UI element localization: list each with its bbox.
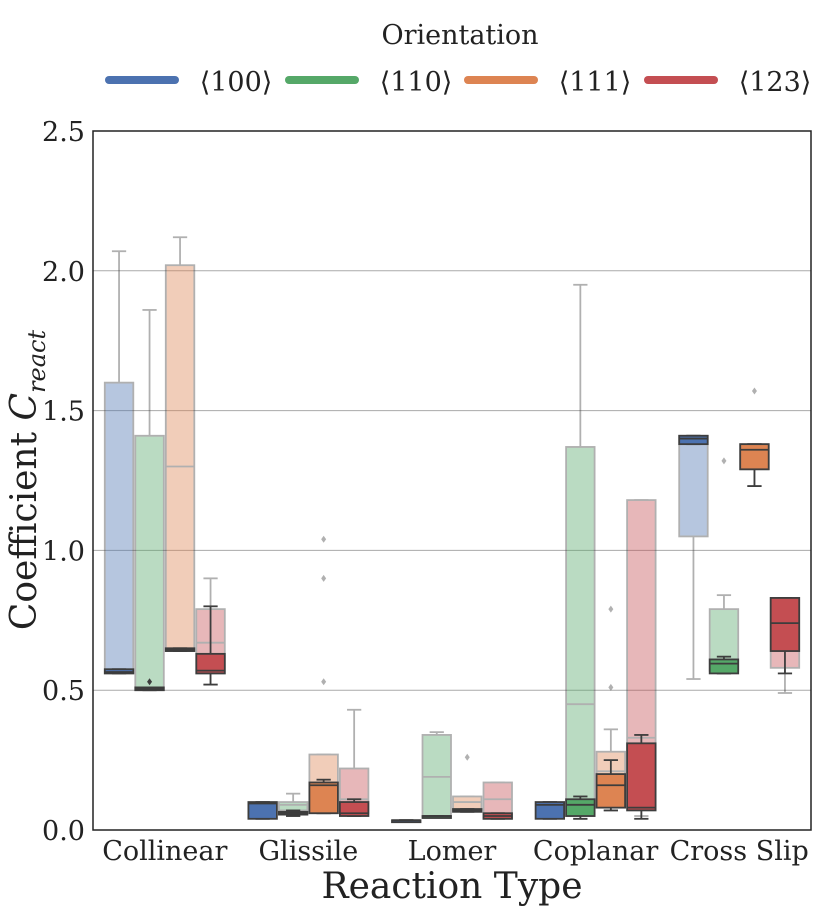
y-tick-label-4: 2.0 (42, 257, 85, 288)
legend-title: Orientation (381, 20, 538, 51)
box-123-collinear-solid (195, 605, 226, 686)
box-110-lomer-solid (421, 815, 452, 819)
plot-frame (92, 130, 812, 831)
box-123-collinear-solid-body (195, 652, 226, 675)
box-110-lomer-faded-body (421, 734, 452, 817)
box-111-glissile-solid-body (308, 781, 339, 815)
box-111-glissile-faded-outlier-2 (321, 535, 327, 543)
box-111-coplanar-solid-body (595, 773, 626, 809)
x-tick-label-glissile: Glissile (258, 836, 358, 867)
y-axis: 0.0 0.5 1.0 1.5 2.0 2.5 (42, 117, 85, 847)
box-100-collinear-solid (103, 668, 135, 675)
box-111-glissile-faded-outlier-1 (321, 574, 327, 582)
y-tick-label-2: 1.0 (42, 536, 85, 567)
x-tick-label-cross-slip: Cross Slip (670, 836, 809, 867)
box-123-glissile-faded (338, 708, 370, 815)
box-100-cross-slip-faded-body (678, 434, 709, 538)
box-111-coplanar-faded-outlier-0 (608, 683, 614, 691)
box-123-glissile-solid (338, 798, 370, 817)
box-111-cross-slip-faded-outlier-0 (751, 387, 757, 395)
legend-label-3: ⟨123⟩ (739, 67, 812, 98)
box-123-coplanar-solid-body (626, 742, 657, 812)
box-111-glissile-faded-outlier-0 (321, 678, 327, 686)
box-110-coplanar-solid (565, 795, 596, 820)
y-axis-label-symbol: C (4, 393, 45, 421)
box-111-coplanar-faded-outlier-1 (608, 605, 614, 613)
x-tick-label-lomer: Lomer (408, 836, 497, 867)
y-tick-label-5: 2.5 (42, 117, 85, 148)
boxes (103, 236, 801, 824)
box-100-collinear-faded-body (103, 381, 135, 675)
box-111-coplanar-solid (595, 759, 626, 812)
box-110-collinear-solid-outlier-0 (147, 678, 153, 686)
box-111-collinear-faded-body (164, 264, 196, 652)
box-123-lomer-solid (482, 812, 513, 820)
legend-label-2: ⟨111⟩ (559, 67, 632, 98)
x-axis-label: Reaction Type (321, 866, 582, 907)
box-111-lomer-faded (452, 753, 483, 812)
box-110-collinear-solid (134, 678, 165, 692)
box-111-collinear-solid (164, 647, 196, 652)
y-tick-label-3: 1.5 (42, 397, 85, 428)
box-110-collinear-faded (134, 309, 165, 692)
box-110-cross-slip-solid-body (708, 658, 740, 675)
box-111-glissile-solid (308, 778, 339, 815)
y-tick-label-0: 0.0 (42, 816, 85, 847)
box-111-lomer-solid (452, 808, 483, 813)
y-axis-label-prefix: Coefficient (4, 420, 45, 630)
grid-lines (93, 270, 811, 691)
y-axis-label: Coefficient Creact (4, 329, 51, 630)
box-123-cross-slip-solid-body (769, 597, 801, 652)
x-tick-label-collinear: Collinear (102, 836, 227, 867)
box-111-collinear-faded (164, 236, 196, 652)
box-100-coplanar-solid (534, 801, 565, 820)
box-100-cross-slip-faded (678, 434, 709, 680)
legend-label-1: ⟨110⟩ (380, 67, 453, 98)
box-110-cross-slip-faded-outlier-0 (721, 457, 727, 465)
box-123-coplanar-solid (626, 734, 657, 820)
box-100-glissile-solid-body (247, 801, 278, 820)
box-100-lomer-solid (391, 819, 422, 824)
box-110-collinear-faded-body (134, 434, 165, 692)
y-axis-label-subscript: react (23, 329, 51, 392)
box-111-cross-slip-solid (739, 443, 770, 487)
box-111-cross-slip-solid-body (739, 443, 770, 471)
box-100-cross-slip-solid-body (678, 434, 709, 446)
box-100-cross-slip-solid (678, 434, 709, 446)
box-110-cross-slip-solid (708, 655, 740, 675)
box-110-lomer-faded (421, 731, 452, 817)
x-tick-label-coplanar: Coplanar (533, 836, 658, 867)
box-123-cross-slip-solid (769, 597, 801, 675)
box-110-coplanar-faded-body (565, 446, 596, 817)
box-110-coplanar-solid-body (565, 798, 596, 817)
box-110-coplanar-faded (565, 283, 596, 820)
box-110-glissile-faded-body (277, 801, 309, 812)
legend: Orientation ⟨100⟩ ⟨110⟩ ⟨111⟩ ⟨123⟩ (105, 20, 812, 98)
x-axis: Collinear Glissile Lomer Coplanar Cross Slip (102, 836, 809, 867)
box-110-cross-slip-faded (708, 457, 740, 675)
legend-label-0: ⟨100⟩ (200, 67, 273, 98)
box-111-lomer-faded-outlier-0 (464, 753, 470, 761)
y-tick-label-1: 0.5 (42, 676, 85, 707)
box-111-glissile-faded (308, 535, 339, 815)
box-110-glissile-solid (277, 809, 309, 817)
box-100-collinear-faded (103, 250, 135, 675)
box-100-glissile-solid (247, 801, 278, 820)
box-100-coplanar-solid-body (534, 801, 565, 820)
